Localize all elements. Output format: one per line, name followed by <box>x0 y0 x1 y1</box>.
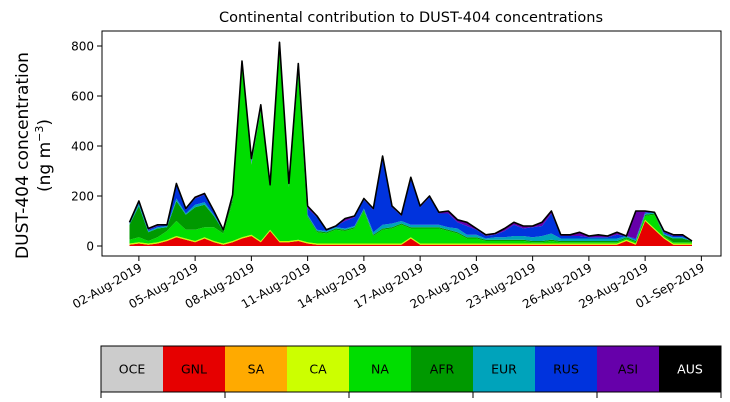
y-axis-label-units-text: (ng m <box>35 142 55 192</box>
y-tick-label: 200 <box>71 190 94 204</box>
total-concentration-line <box>128 41 693 242</box>
colorbar-legend: OCE GNL SA CA NA AFR EUR RUS ASI AUS <box>100 345 722 398</box>
y-axis-label-units-exponent: −3 <box>33 126 46 142</box>
legend-swatch-ca <box>287 346 350 392</box>
area-gnl <box>129 221 692 246</box>
legend-label-gnl: GNL <box>181 362 207 377</box>
legend-swatch-sa <box>225 346 288 392</box>
chart-title: Continental contribution to DUST-404 con… <box>219 10 603 26</box>
x-axis: 02-Aug-201905-Aug-201908-Aug-201911-Aug-… <box>70 256 707 311</box>
legend-swatch-rus <box>535 346 598 392</box>
y-tick-label: 600 <box>71 90 94 104</box>
legend-label-ca: CA <box>309 362 327 377</box>
legend-label-rus: RUS <box>553 362 579 377</box>
legend-label-na: NA <box>371 362 389 377</box>
stacked-areas <box>129 42 692 246</box>
y-axis-label-line1: DUST-404 concentration <box>13 52 33 259</box>
area-afr <box>129 47 692 243</box>
y-axis-label-units: (ng m−3) <box>33 119 55 192</box>
legend-label-sa: SA <box>248 362 265 377</box>
legend-label-asi: ASI <box>618 362 638 377</box>
legend-swatch-gnl <box>163 346 226 392</box>
y-tick-label: 800 <box>71 40 94 54</box>
legend-swatch-afr <box>411 346 474 392</box>
y-axis: 0 200 400 600 800 <box>71 40 102 254</box>
y-axis-label: DUST-404 concentration <box>13 52 33 259</box>
area-na <box>129 48 692 244</box>
legend-label-oce: OCE <box>119 362 146 377</box>
area-asi <box>129 42 692 241</box>
legend-label-eur: EUR <box>491 362 517 377</box>
plot-frame <box>101 30 722 257</box>
legend-label-aus: AUS <box>677 362 703 377</box>
y-tick-label: 0 <box>86 240 94 254</box>
legend-label-afr: AFR <box>430 362 455 377</box>
y-tick-label: 400 <box>71 140 94 154</box>
y-axis-label-units-close: ) <box>35 119 55 126</box>
legend-swatch-asi <box>597 346 660 392</box>
legend-swatch-na <box>349 346 412 392</box>
legend-frame <box>100 345 722 393</box>
legend-swatch-eur <box>473 346 536 392</box>
area-rus <box>129 43 692 241</box>
legend-swatch-oce <box>101 346 164 392</box>
legend-swatch-aus <box>659 346 722 392</box>
